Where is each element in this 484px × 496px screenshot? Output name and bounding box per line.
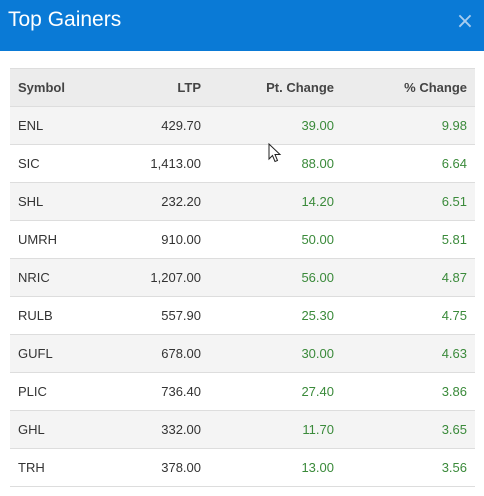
cell-pt-change: 13.00 bbox=[301, 460, 334, 475]
cell-symbol: SIC bbox=[18, 156, 40, 171]
cell-pt-change: 39.00 bbox=[301, 118, 334, 133]
cell-pct-change: 9.98 bbox=[441, 118, 467, 133]
cell-pt-change: 11.70 bbox=[302, 422, 334, 437]
cell-ltp: 678.00 bbox=[161, 346, 201, 361]
cell-symbol: NRIC bbox=[18, 270, 50, 285]
column-header-pt-change[interactable]: Pt. Change bbox=[209, 68, 342, 107]
table-row[interactable]: SHL 232.20 14.20 6.51 bbox=[10, 182, 475, 221]
cell-ltp: 332.00 bbox=[161, 422, 201, 437]
cell-symbol: RULB bbox=[18, 308, 53, 323]
cell-pt-change: 27.40 bbox=[301, 384, 334, 399]
table-row[interactable]: GHL 332.00 11.70 3.65 bbox=[10, 410, 475, 449]
cell-pct-change: 4.75 bbox=[441, 308, 467, 323]
cell-ltp: 1,413.00 bbox=[150, 156, 201, 171]
cell-pt-change: 88.00 bbox=[301, 156, 334, 171]
table-row[interactable]: NRIC 1,207.00 56.00 4.87 bbox=[10, 258, 475, 297]
cell-pt-change: 14.20 bbox=[301, 194, 334, 209]
cell-ltp: 1,207.00 bbox=[150, 270, 201, 285]
cell-symbol: TRH bbox=[18, 460, 45, 475]
cell-symbol: PLIC bbox=[18, 384, 47, 399]
cell-ltp: 378.00 bbox=[161, 460, 201, 475]
cell-pct-change: 3.56 bbox=[441, 460, 467, 475]
cell-pct-change: 5.81 bbox=[441, 232, 467, 247]
cell-symbol: UMRH bbox=[18, 232, 57, 247]
close-icon[interactable]: × bbox=[455, 9, 475, 34]
table-row[interactable]: RULB 557.90 25.30 4.75 bbox=[10, 296, 475, 335]
modal-title: Top Gainers bbox=[8, 8, 122, 31]
cell-symbol: ENL bbox=[18, 118, 44, 133]
cell-symbol: GUFL bbox=[18, 346, 53, 361]
table-body: ENL 429.70 39.00 9.98 SIC 1,413.00 88.00 6.64 SH… bbox=[10, 106, 475, 487]
cell-symbol: GHL bbox=[18, 422, 45, 437]
cell-pct-change: 3.86 bbox=[441, 384, 467, 399]
cell-pt-change: 25.30 bbox=[301, 308, 334, 323]
table-row[interactable]: GUFL 678.00 30.00 4.63 bbox=[10, 334, 475, 373]
cell-ltp: 557.90 bbox=[161, 308, 201, 323]
column-header-ltp[interactable]: LTP bbox=[98, 68, 209, 107]
cell-pt-change: 50.00 bbox=[301, 232, 334, 247]
cell-ltp: 736.40 bbox=[161, 384, 201, 399]
cell-pct-change: 4.63 bbox=[441, 346, 467, 361]
column-header-symbol[interactable]: Symbol bbox=[10, 68, 98, 107]
cell-pct-change: 4.87 bbox=[441, 270, 467, 285]
cell-pct-change: 6.51 bbox=[441, 194, 467, 209]
gainers-table-container: Symbol LTP Pt. Change % Change ENL 429.70… bbox=[10, 68, 475, 487]
table-row[interactable]: SIC 1,413.00 88.00 6.64 bbox=[10, 144, 475, 183]
column-header-pct-change[interactable]: % Change bbox=[342, 68, 475, 107]
cell-pct-change: 6.64 bbox=[441, 156, 467, 171]
table-row[interactable]: UMRH 910.00 50.00 5.81 bbox=[10, 220, 475, 259]
table-row[interactable]: PLIC 736.40 27.40 3.86 bbox=[10, 372, 475, 411]
cell-pt-change: 30.00 bbox=[301, 346, 334, 361]
cell-ltp: 232.20 bbox=[161, 194, 201, 209]
table-row[interactable]: TRH 378.00 13.00 3.56 bbox=[10, 448, 475, 487]
cell-ltp: 910.00 bbox=[161, 232, 201, 247]
cell-symbol: SHL bbox=[18, 194, 44, 209]
cell-ltp: 429.70 bbox=[161, 118, 201, 133]
table-header-row: Symbol LTP Pt. Change % Change bbox=[10, 68, 475, 107]
cell-pct-change: 3.65 bbox=[441, 422, 467, 437]
table-row[interactable]: ENL 429.70 39.00 9.98 bbox=[10, 106, 475, 145]
gainers-table: Symbol LTP Pt. Change % Change ENL 429.70… bbox=[10, 68, 475, 487]
modal-header: Top Gainers × bbox=[0, 0, 484, 51]
cell-pt-change: 56.00 bbox=[301, 270, 334, 285]
